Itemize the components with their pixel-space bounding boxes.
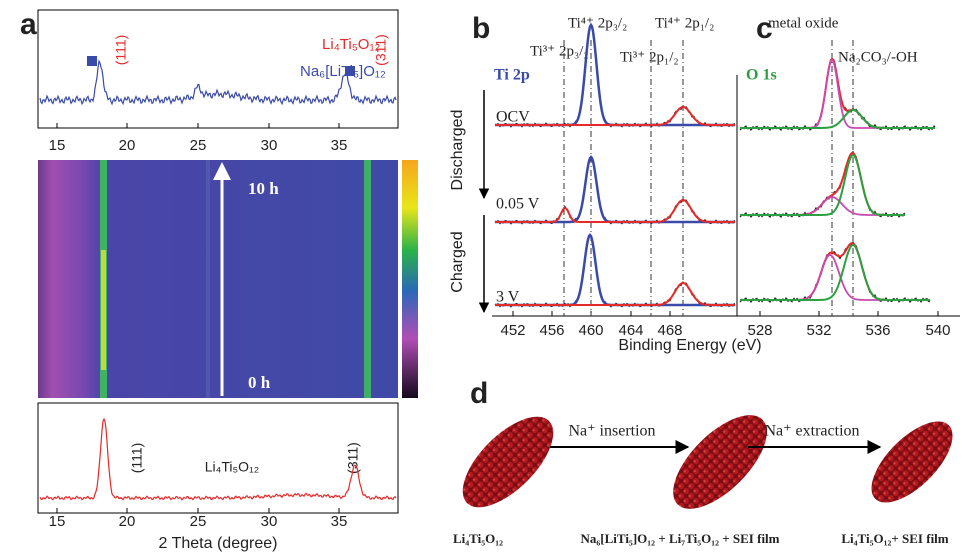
step-label: Na⁺ extraction [764,423,859,440]
peak-label: (311) [345,442,361,474]
panel-label: b [472,12,490,45]
x-tick-label: 460 [578,322,603,339]
spectrum-curve [494,23,736,128]
spectrum-curve [495,105,735,126]
x-tick-label: 15 [49,137,66,154]
spectrum-curve [495,281,735,306]
x-axis-title: Binding Energy (eV) [618,337,761,354]
particle [871,421,953,503]
spectrum-curve [739,150,906,219]
peak-label: Ti³⁺ 2p₃/₂ [530,43,589,59]
x-tick-label: 456 [539,322,564,339]
state-label: 0.05 V [496,196,540,213]
element-label: O 1s [746,67,777,84]
spectrum-curve [494,233,736,308]
state-label: 3 V [496,289,520,306]
caption: Li₄Ti₅O₁₂+ SEI film [841,531,948,546]
peak-label: (311) [373,34,389,66]
spectrum-curve [740,243,930,301]
x-tick-label: 536 [865,322,890,339]
x-tick-label: 35 [331,513,348,530]
particle [673,415,767,509]
spectrum-curve [39,59,397,106]
x-tick-label: 468 [657,322,682,339]
plot-frame [37,9,399,129]
marker-square [345,66,355,76]
peak-label: (111) [113,35,129,66]
marker-square [87,56,97,66]
time-label: 10 h [248,179,279,198]
x-tick-label: 20 [119,513,136,530]
peak-label: Na₂CO₃/-OH [838,49,918,65]
spectrum-curve [495,22,735,127]
x-tick-label: 30 [261,513,278,530]
heatmap-band [364,160,371,398]
peak-label: metal oxide [768,15,839,31]
colorbar [402,160,418,398]
panel-label: d [470,377,488,410]
element-label: Ti 2p [494,67,530,84]
peak-label: (111) [129,443,145,474]
panel-label: c [756,12,773,45]
caption: Na₆[LiTi₅]O₁₂ + Li₇Ti₅O₁₂ + SEI film [580,531,779,546]
spectrum-curve [740,152,905,216]
direction-label: Charged [449,231,466,292]
spectrum-curve [494,156,736,225]
x-tick-label: 25 [190,513,207,530]
heatmap [38,160,398,398]
caption: Li₄Ti₅O₁₂ [453,531,503,546]
x-tick-label: 540 [925,322,950,339]
arrow-head [213,162,231,180]
peak-label: Ti⁴⁺ 2p₃/₂ [568,15,627,31]
legend-entry: Li₄Ti₅O₁₂ [322,36,381,53]
heatmap-band [101,250,106,370]
x-axis-title: 2 Theta (degree) [159,535,278,552]
x-tick-label: 35 [331,137,348,154]
spectrum-curve [740,108,935,129]
x-tick-label: 528 [747,322,772,339]
panel-label: a [20,8,37,41]
spectrum-curve [495,198,735,223]
spectrum-curve [740,153,905,216]
plot-frame [37,402,399,514]
x-tick-label: 30 [261,137,278,154]
spectrum-curve [39,417,397,501]
peak-label: Ti³⁺ 2p₁/₂ [620,49,679,65]
direction-label: Discharged [449,110,466,191]
compound-label: Li₄Ti₅O₁₂ [205,459,259,475]
x-tick-label: 15 [49,513,66,530]
spectrum-curve [495,233,735,307]
time-label: 0 h [248,373,271,392]
particle [462,416,554,508]
heatmap-band [206,160,210,398]
state-label: OCV [496,109,530,126]
step-label: Na⁺ insertion [568,423,655,440]
x-tick-label: 464 [618,322,643,339]
peak-label: Ti⁴⁺ 2p₁/₂ [655,15,714,31]
x-tick-label: 20 [119,137,136,154]
x-tick-label: 532 [806,322,831,339]
spectrum-curve [740,196,905,216]
x-tick-label: 452 [500,322,525,339]
x-tick-label: 25 [190,137,207,154]
legend-entry: Na₆[LiTi₅]O₁₂ [300,63,386,80]
